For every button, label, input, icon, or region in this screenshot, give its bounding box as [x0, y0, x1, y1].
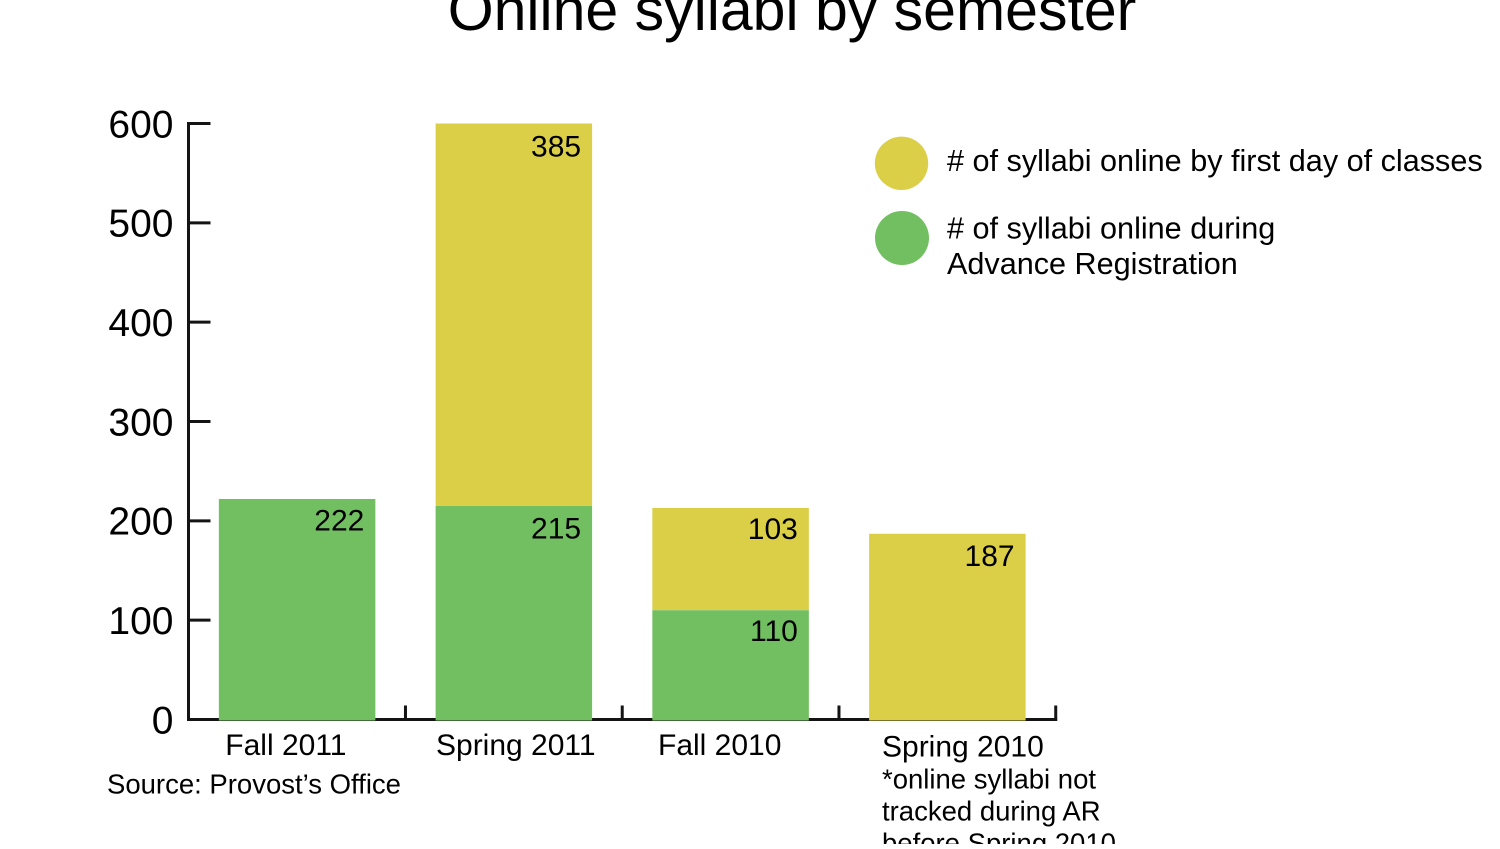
svg-text:Advance Registration: Advance Registration [947, 247, 1238, 281]
svg-text:215: 215 [531, 513, 581, 546]
svg-text:# of syllabi online during: # of syllabi online during [947, 212, 1275, 246]
svg-text:100: 100 [108, 600, 173, 643]
svg-text:before Spring 2010: before Spring 2010 [882, 828, 1116, 845]
svg-text:Source: Provost’s Office: Source: Provost’s Office [107, 769, 401, 800]
svg-text:187: 187 [965, 540, 1015, 573]
svg-text:0: 0 [152, 699, 174, 742]
svg-text:385: 385 [531, 131, 581, 164]
svg-text:tracked during AR: tracked during AR [882, 796, 1101, 827]
svg-text:Fall 2010: Fall 2010 [658, 729, 781, 762]
svg-text:Fall 2011: Fall 2011 [225, 729, 346, 762]
svg-text:*online syllabi not: *online syllabi not [882, 764, 1096, 795]
svg-text:400: 400 [108, 302, 173, 345]
svg-text:222: 222 [314, 505, 364, 538]
svg-text:Spring 2011: Spring 2011 [436, 729, 596, 762]
svg-text:500: 500 [108, 203, 173, 246]
svg-text:103: 103 [748, 513, 798, 546]
svg-text:110: 110 [750, 615, 798, 648]
svg-text:200: 200 [108, 501, 173, 544]
svg-text:Online syllabi by semester: Online syllabi by semester [448, 0, 1137, 43]
svg-text:600: 600 [108, 103, 173, 146]
svg-text:Spring 2010: Spring 2010 [882, 731, 1044, 764]
svg-text:# of syllabi online by first d: # of syllabi online by first day of clas… [947, 144, 1483, 178]
svg-text:300: 300 [108, 401, 173, 444]
